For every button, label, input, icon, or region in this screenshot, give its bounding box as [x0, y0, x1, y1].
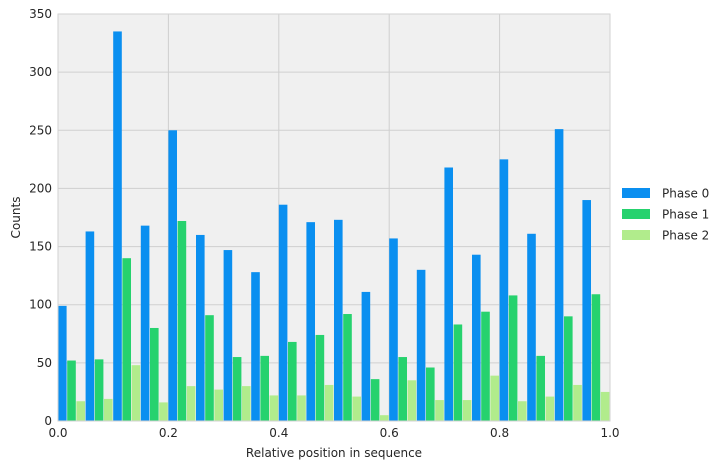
bar-phase-2 [76, 401, 85, 421]
y-tick-label: 350 [29, 7, 52, 21]
bar-phase-1 [591, 294, 601, 421]
bar-phase-1 [150, 327, 159, 421]
x-tick-label: 0.6 [380, 426, 399, 440]
legend-label: Phase 0 [662, 187, 709, 201]
bars [58, 31, 610, 422]
bar-phase-0 [389, 238, 398, 421]
bar-phase-2 [600, 391, 610, 421]
bar-phase-0 [58, 305, 67, 421]
bar-phase-1 [67, 360, 76, 421]
bar-phase-1 [232, 357, 242, 421]
bar-phase-2 [104, 398, 113, 421]
plot-frame [57, 13, 611, 422]
bar-phase-0 [334, 219, 343, 421]
bar-phase-1 [205, 315, 214, 421]
bar-phase-1 [288, 341, 297, 421]
bar-phase-2 [324, 384, 334, 421]
x-axis-label: Relative position in sequence [246, 446, 422, 460]
y-tick-label: 200 [29, 181, 52, 195]
bar-phase-0 [444, 167, 453, 421]
bar-phase-1 [122, 258, 131, 421]
bar-phase-1 [398, 357, 407, 421]
bar-phase-1 [481, 311, 490, 421]
bar-phase-1 [426, 367, 435, 421]
bar-phase-1 [536, 355, 545, 421]
bar-phase-1 [260, 355, 269, 421]
bar-phase-2 [573, 384, 582, 421]
bar-phase-0 [196, 234, 205, 421]
x-axis-ticks: 0.0 0.2 0.4 0.6 0.8 1.0 [48, 426, 619, 440]
y-tick-label: 50 [37, 356, 52, 370]
bar-phase-0 [223, 250, 233, 421]
bar-phase-0 [306, 222, 315, 421]
legend-label: Phase 2 [662, 229, 709, 243]
bar-phase-0 [527, 233, 536, 421]
bar-phase-0 [113, 31, 122, 421]
bar-phase-0 [140, 225, 150, 421]
bar-phase-0 [499, 159, 509, 421]
legend-swatch [622, 209, 650, 219]
bar-phase-2 [462, 400, 472, 421]
bar-phase-0 [168, 130, 177, 422]
bar-phase-2 [407, 380, 417, 421]
bar-phase-1 [564, 316, 573, 421]
legend-label: Phase 1 [662, 208, 709, 222]
bar-phase-0 [278, 204, 288, 421]
bar-phase-1 [94, 359, 104, 421]
bar-phase-2 [214, 389, 223, 421]
bar-phase-1 [315, 334, 325, 421]
bar-phase-0 [251, 272, 260, 421]
bar-phase-0 [472, 254, 481, 421]
legend-swatch [622, 230, 650, 240]
bar-phase-2 [518, 401, 527, 421]
bar-phase-0 [554, 129, 564, 421]
bar-phase-0 [361, 291, 371, 421]
x-tick-label: 0.4 [269, 426, 288, 440]
bar-phase-2 [545, 396, 555, 421]
bar-phase-1 [370, 379, 380, 421]
bar-phase-2 [131, 365, 141, 421]
bar-phase-2 [352, 396, 361, 421]
y-tick-label: 300 [29, 65, 52, 79]
bar-phase-2 [186, 386, 196, 421]
x-tick-label: 0.0 [48, 426, 67, 440]
bar-phase-0 [416, 269, 426, 421]
y-axis-label: Counts [9, 197, 23, 239]
y-tick-label: 100 [29, 298, 52, 312]
bar-phase-0 [582, 200, 591, 421]
bar-phase-2 [380, 415, 389, 421]
bar-phase-2 [159, 402, 168, 421]
bar-phase-2 [490, 375, 499, 421]
legend: Phase 0 Phase 1 Phase 2 [622, 187, 709, 243]
bar-phase-2 [435, 400, 444, 421]
bar-phase-2 [269, 395, 279, 421]
x-tick-label: 0.2 [159, 426, 178, 440]
y-axis-ticks: 0 50 100 150 200 250 300 350 [29, 7, 52, 428]
y-tick-label: 150 [29, 240, 52, 254]
bar-phase-0 [85, 231, 95, 421]
legend-swatch [622, 188, 650, 198]
bar-phase-2 [242, 386, 251, 421]
bar-phase-1 [177, 220, 187, 421]
y-tick-label: 250 [29, 123, 52, 137]
bar-phase-1 [453, 324, 463, 421]
bar-phase-2 [297, 395, 306, 421]
bar-phase-1 [508, 295, 518, 421]
x-tick-label: 1.0 [600, 426, 619, 440]
x-tick-label: 0.8 [490, 426, 509, 440]
bar-phase-1 [343, 314, 352, 421]
y-tick-label: 0 [44, 414, 52, 428]
